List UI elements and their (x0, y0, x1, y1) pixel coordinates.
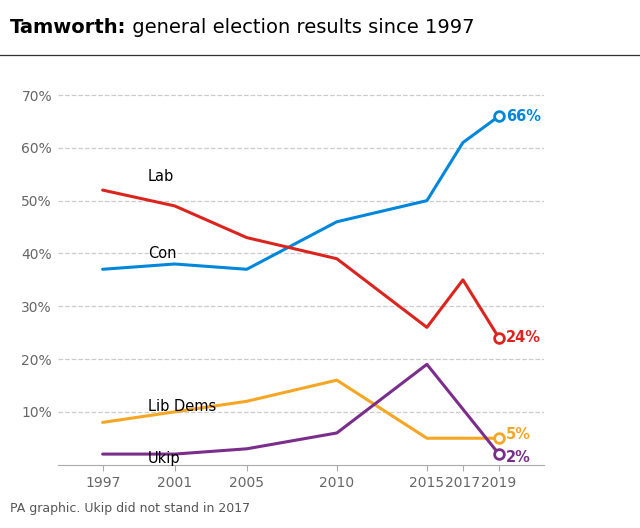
Text: 66%: 66% (506, 109, 541, 124)
Text: 24%: 24% (506, 331, 541, 345)
Text: PA graphic. Ukip did not stand in 2017: PA graphic. Ukip did not stand in 2017 (10, 502, 250, 515)
Text: Tamworth:: Tamworth: (10, 18, 126, 37)
Text: Con: Con (148, 247, 176, 261)
Text: 5%: 5% (506, 427, 531, 442)
Text: Lab: Lab (148, 169, 174, 184)
Text: general election results since 1997: general election results since 1997 (126, 18, 474, 37)
Text: Lib Dems: Lib Dems (148, 400, 216, 414)
Text: 2%: 2% (506, 450, 531, 465)
Text: Ukip: Ukip (148, 451, 180, 466)
